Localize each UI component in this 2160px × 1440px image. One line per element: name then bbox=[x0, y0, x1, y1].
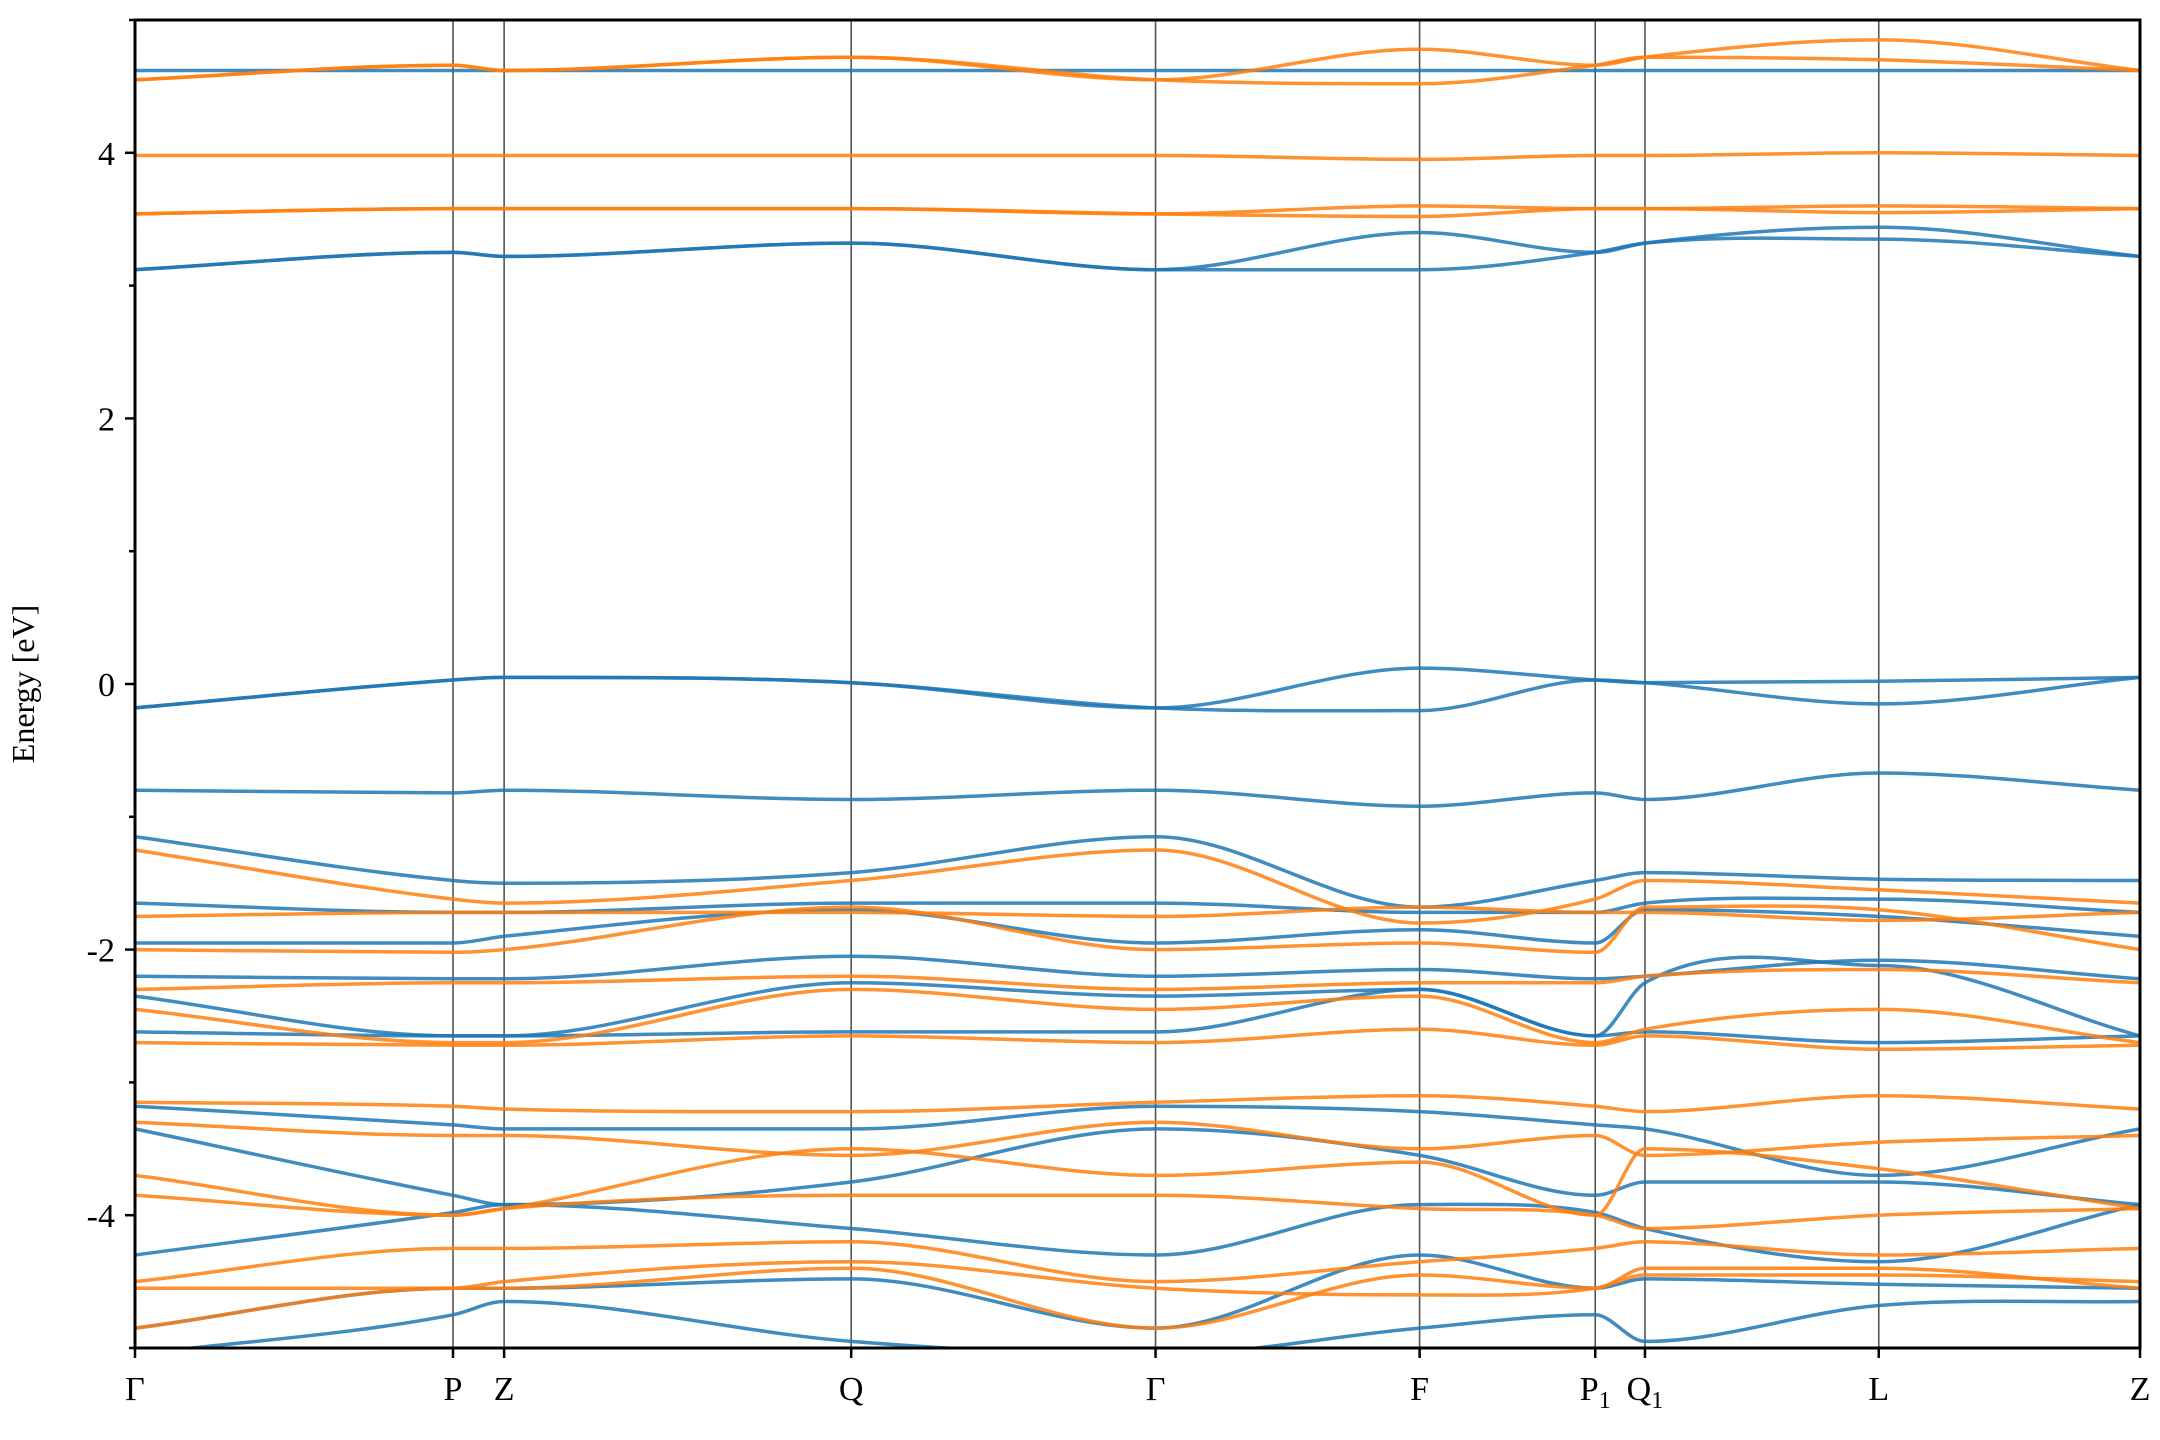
band-line-down bbox=[135, 1259, 2140, 1297]
band-line-down bbox=[135, 55, 2140, 86]
x-tick-label: P bbox=[444, 1371, 463, 1408]
band-line-up bbox=[176, 1299, 2140, 1348]
x-tick-label: P1 bbox=[1580, 1371, 1611, 1414]
band-line-up bbox=[135, 896, 2140, 915]
y-tick-label: 2 bbox=[98, 401, 115, 438]
x-tick-label: Q1 bbox=[1627, 1371, 1664, 1414]
band-line-up bbox=[135, 987, 2140, 1045]
band-line-up bbox=[135, 1104, 2140, 1178]
x-tick-label: Γ bbox=[125, 1371, 145, 1408]
bands bbox=[135, 38, 2140, 1348]
x-tick-label: L bbox=[1868, 1371, 1889, 1408]
band-line-down bbox=[135, 904, 2140, 955]
x-tick-subscript: 1 bbox=[1599, 1388, 1611, 1414]
band-line-down bbox=[135, 1193, 2140, 1231]
x-tick-subscript: 1 bbox=[1651, 1388, 1663, 1414]
x-tick-label: Γ bbox=[1146, 1371, 1166, 1408]
band-line-up bbox=[135, 236, 2140, 272]
band-line-up bbox=[135, 954, 2140, 981]
band-line-down bbox=[135, 848, 2140, 925]
band-line-down bbox=[135, 151, 2140, 162]
band-line-down bbox=[135, 905, 2140, 923]
plot-frame bbox=[133, 18, 2142, 1350]
x-tick-label: F bbox=[1410, 1371, 1429, 1408]
band-line-up bbox=[135, 771, 2140, 808]
x-tick-label: Z bbox=[2130, 1371, 2151, 1408]
y-tick-label: 0 bbox=[98, 667, 115, 704]
y-tick-label: -4 bbox=[87, 1198, 115, 1235]
band-line-up bbox=[135, 834, 2140, 909]
band-line-down bbox=[135, 1240, 2140, 1284]
band-line-down bbox=[135, 206, 2140, 219]
band-line-up bbox=[135, 675, 2140, 713]
band-line-down bbox=[135, 1120, 2140, 1158]
band-line-up bbox=[135, 225, 2140, 272]
y-tick-label: 4 bbox=[98, 136, 115, 173]
band-line-down bbox=[135, 1027, 2140, 1051]
y-tick-label: -2 bbox=[87, 933, 115, 970]
y-axis: 4 2 0 -2 -4 bbox=[87, 18, 135, 1350]
x-tick-label: Z bbox=[494, 1371, 515, 1408]
band-line-up bbox=[135, 1127, 2140, 1207]
band-line-down bbox=[135, 967, 2140, 992]
band-line-up bbox=[135, 908, 2140, 945]
band-line-down bbox=[135, 987, 2140, 1045]
x-tick-label: Q bbox=[839, 1371, 864, 1408]
band-line-down bbox=[135, 1266, 2140, 1330]
x-axis: Γ P Z Q Γ F P1 Q1 L Z bbox=[125, 1348, 2150, 1414]
band-line-up bbox=[135, 1202, 2140, 1264]
band-line-down bbox=[135, 1093, 2140, 1114]
y-axis-title: Energy [eV] bbox=[5, 605, 41, 763]
